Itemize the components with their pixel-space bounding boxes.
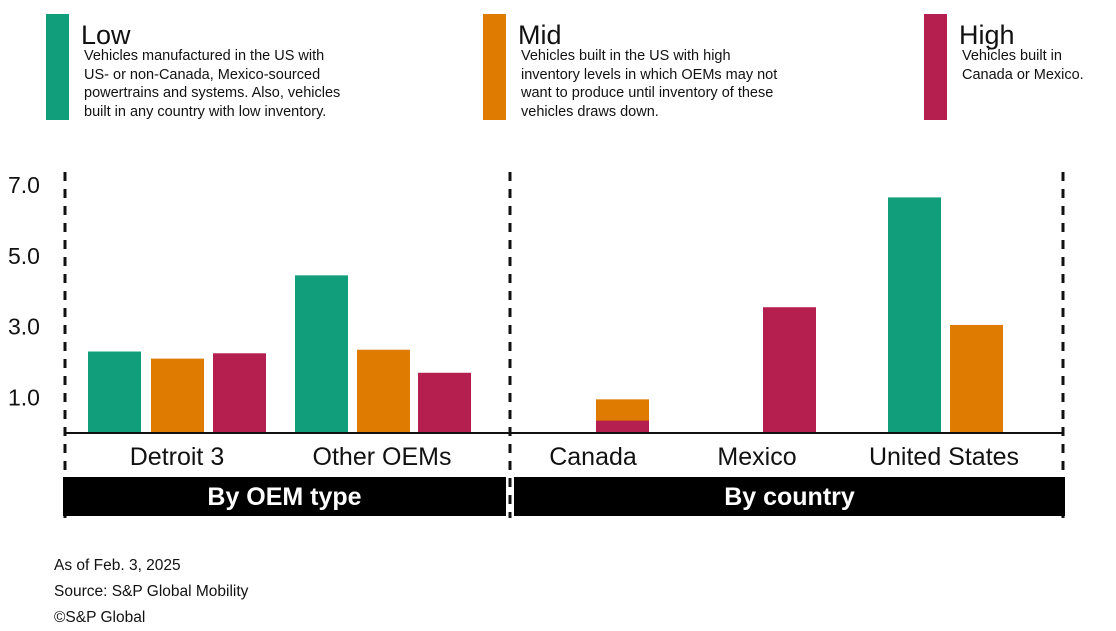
legend-title-low: Low — [81, 20, 131, 50]
bar-high — [418, 372, 471, 433]
legend-desc-mid: Vehicles built in the US with high inven… — [521, 47, 777, 121]
legend-desc-line: want to produce until inventory of these — [521, 85, 774, 101]
footer: As of Feb. 3, 2025 Source: S&P Global Mo… — [54, 553, 248, 631]
bar-mid — [151, 358, 204, 433]
y-tick-label: 5.0 — [8, 243, 40, 269]
footer-source: Source: S&P Global Mobility — [54, 583, 249, 600]
legend-desc-line: US- or non-Canada, Mexico-sourced — [84, 66, 321, 83]
legend-title-mid: Mid — [518, 20, 562, 50]
legend-desc-line: Canada or Mexico. — [962, 66, 1084, 83]
bar-mid — [950, 324, 1003, 433]
category-labels: Detroit 3 Other OEMs Canada Mexico United St… — [130, 443, 1019, 471]
bar-low — [888, 197, 941, 433]
legend-title-high: High — [959, 20, 1015, 50]
legend-desc-line: Vehicles manufactured in the US with — [84, 48, 325, 64]
bar-low — [88, 351, 141, 433]
bar-mid — [357, 349, 410, 433]
group-band-label: By OEM type — [207, 483, 361, 511]
category-label: Canada — [549, 443, 637, 471]
legend-desc-line: vehicles draws down. — [521, 103, 659, 120]
footer-date: As of Feb. 3, 2025 — [54, 557, 181, 574]
y-tick-label: 1.0 — [8, 385, 40, 411]
category-label: Detroit 3 — [130, 443, 224, 471]
category-label: Mexico — [717, 443, 796, 471]
y-axis-ticks: 1.0 3.0 5.0 7.0 — [8, 172, 40, 411]
y-tick-label: 7.0 — [8, 172, 40, 198]
y-tick-label: 3.0 — [8, 314, 40, 340]
bar-low — [295, 275, 348, 433]
bar-high — [213, 353, 266, 433]
bar-chart: 1.0 3.0 5.0 7.0 Detroit 3 Other OEMs Canada Me… — [8, 172, 1065, 518]
category-label: Other OEMs — [313, 443, 452, 471]
category-label: United States — [869, 443, 1019, 471]
legend-swatch-mid — [483, 14, 506, 120]
legend-desc-line: Vehicles built in the US with high — [521, 48, 731, 64]
group-band-label: By country — [724, 483, 855, 511]
legend-desc-line: built in any country with low inventory. — [84, 103, 327, 120]
bars — [88, 197, 1003, 433]
section-dividers — [63, 172, 1065, 518]
legend-desc-line: powertrains and systems. Also, vehicles — [84, 85, 341, 101]
group-band — [63, 477, 506, 516]
bar-high — [763, 307, 816, 433]
legend-swatch-low — [46, 14, 69, 120]
bar-high — [596, 420, 649, 433]
footer-copyright: ©S&P Global — [54, 609, 146, 626]
group-band — [514, 477, 1065, 516]
legend-desc-line: Vehicles built in — [962, 48, 1062, 64]
group-bands: By OEM type By country — [63, 477, 1065, 516]
legend-desc-high: Vehicles built in Canada or Mexico. — [962, 47, 1084, 84]
legend-swatch-high — [924, 14, 947, 120]
legend-desc-low: Vehicles manufactured in the US with US-… — [84, 47, 340, 121]
legend-desc-line: inventory levels in which OEMs may not — [521, 66, 778, 83]
